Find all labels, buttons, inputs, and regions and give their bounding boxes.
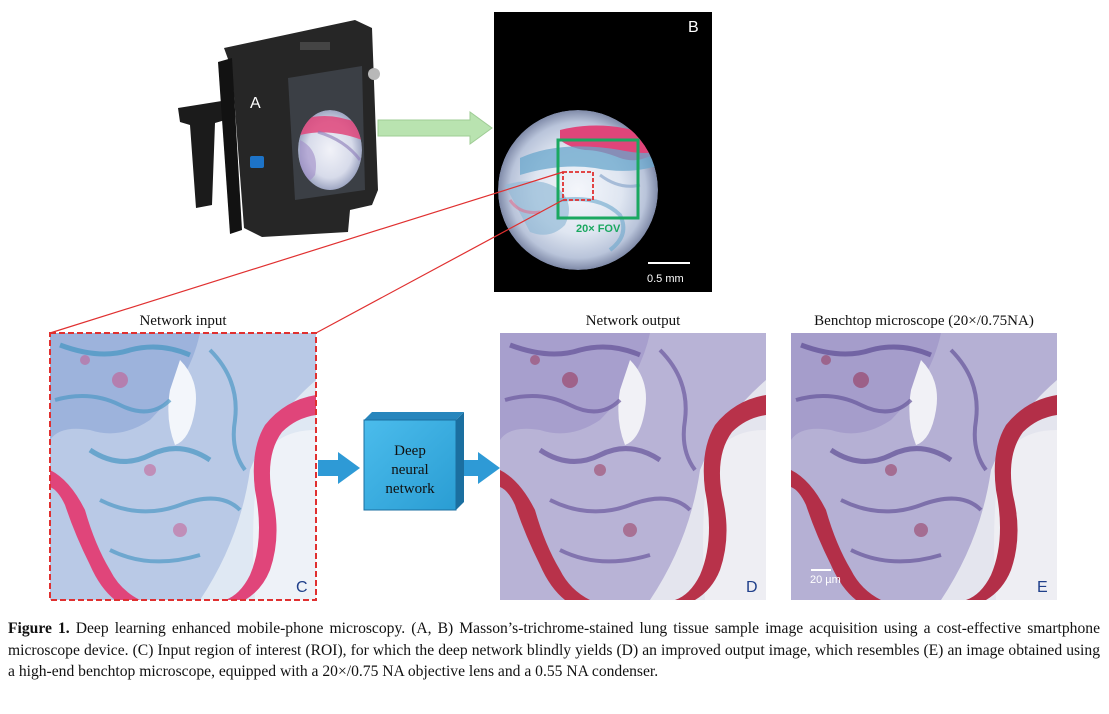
network-box: Deep neural network xyxy=(363,412,464,511)
screw xyxy=(368,68,380,80)
fov-box xyxy=(556,138,640,220)
green-arrow xyxy=(377,111,493,145)
panel-e: 20 µm E xyxy=(791,333,1057,600)
panel-label-b: B xyxy=(688,19,699,36)
network-label-line3: network xyxy=(385,481,435,497)
title-benchtop: Benchtop microscope (20×/0.75NA) xyxy=(814,313,1034,329)
arrow-into-network xyxy=(318,452,360,484)
focus-knob xyxy=(250,156,264,168)
panel-label-d: D xyxy=(746,579,758,596)
caption-label: Figure 1. xyxy=(8,620,70,637)
panel-c: C xyxy=(49,332,317,601)
roi-box-large xyxy=(49,332,317,601)
panel-label-e: E xyxy=(1037,579,1048,596)
panel-b: 20× FOV 0.5 mm B xyxy=(494,12,712,292)
zoom-line-right xyxy=(315,199,564,334)
roi-box-small xyxy=(562,171,594,201)
panel-label-a: A xyxy=(250,95,261,112)
fov-label: 20× FOV xyxy=(576,223,621,235)
network-label-line2: neural xyxy=(391,462,428,478)
clamp-handle xyxy=(178,100,232,208)
panel-d: D xyxy=(500,333,766,600)
scale-label-b: 0.5 mm xyxy=(647,273,684,285)
caption-text: Deep learning enhanced mobile-phone micr… xyxy=(8,620,1100,681)
device-photo-a: A xyxy=(178,20,380,237)
scale-label-e: 20 µm xyxy=(810,574,841,586)
zoom-line-left xyxy=(49,171,564,334)
panel-label-c: C xyxy=(296,579,308,596)
title-network-output: Network output xyxy=(586,313,681,329)
figure-caption: Figure 1. Deep learning enhanced mobile-… xyxy=(8,618,1100,683)
network-label-line1: Deep xyxy=(394,443,426,459)
title-network-input: Network input xyxy=(139,313,227,329)
arrow-out-of-network xyxy=(462,452,500,484)
